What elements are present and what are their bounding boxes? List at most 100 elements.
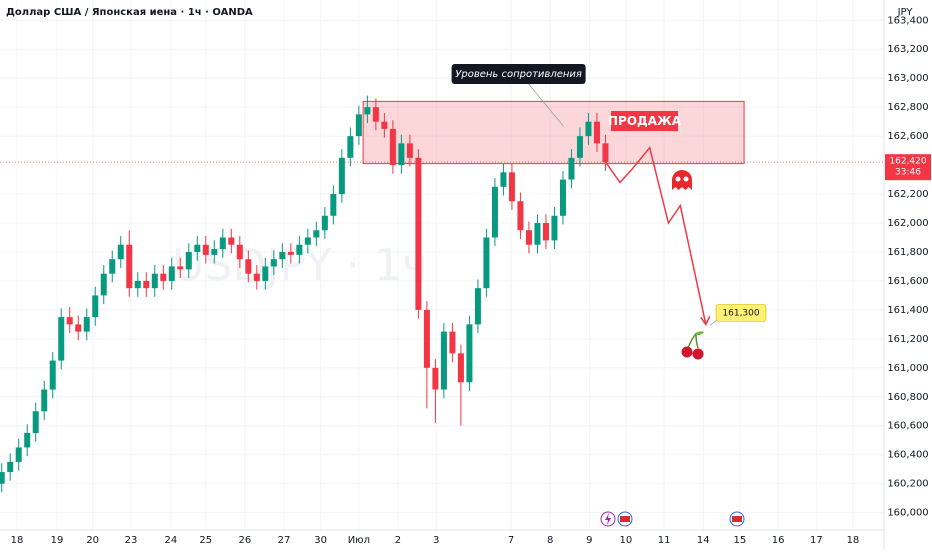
x-tick-label: 25: [199, 535, 212, 546]
candle-body: [440, 331, 447, 390]
signal-box: [611, 111, 678, 131]
candle-body: [41, 389, 48, 412]
candle-body: [0, 472, 5, 484]
candle-body: [568, 157, 575, 180]
candle-body: [134, 280, 141, 289]
y-tick-label: 161,800: [887, 247, 928, 258]
y-tick-label: 161,000: [887, 363, 928, 374]
y-tick-label: 160,400: [887, 450, 928, 461]
candle-body: [279, 251, 286, 260]
candle-body: [457, 353, 464, 383]
last-price-box: [885, 154, 931, 181]
candle-body: [602, 143, 609, 163]
candle-body: [75, 324, 82, 332]
candle-body: [168, 266, 175, 281]
candle-body: [432, 367, 439, 390]
candle-body: [177, 266, 184, 270]
x-tick-label: 16: [772, 535, 785, 546]
candle-body: [49, 360, 56, 390]
zone-label: Уровень сопротивления: [455, 69, 582, 80]
candle-body: [100, 273, 107, 296]
x-tick-label: 30: [314, 535, 327, 546]
y-tick-label: 161,400: [887, 305, 928, 316]
candle-body: [406, 143, 413, 158]
projection-path: [604, 146, 707, 325]
x-tick-label: 24: [165, 535, 178, 546]
candle-body: [330, 194, 337, 216]
y-tick-label: 163,200: [887, 44, 928, 55]
candle-body: [66, 317, 73, 325]
candle-body: [296, 244, 303, 255]
candle-body: [304, 237, 311, 245]
candle-body: [313, 230, 320, 238]
y-tick-label: 162,600: [887, 131, 928, 142]
x-tick-label: 3: [433, 535, 439, 546]
candle-body: [517, 201, 524, 231]
candle-body: [287, 251, 294, 255]
candle-body: [253, 273, 260, 281]
y-tick-label: 161,200: [887, 334, 928, 345]
candle-body: [245, 259, 252, 274]
candle-body: [160, 273, 167, 281]
cherry-icon: [681, 331, 704, 360]
candle-body: [143, 280, 150, 289]
candle-body: [228, 237, 235, 245]
candle-body: [32, 411, 39, 433]
y-tick-label: 162,000: [887, 218, 928, 229]
target-label: 161,300: [722, 308, 759, 318]
candle-body: [364, 107, 371, 115]
y-tick-label: 160,800: [887, 392, 928, 403]
callout-line: [528, 83, 564, 127]
candle-body: [551, 215, 558, 241]
candle-body: [483, 237, 490, 289]
y-tick-label: 163,400: [887, 15, 928, 26]
candle-body: [194, 244, 201, 252]
candle-body: [211, 249, 218, 255]
y-tick-label: 162,200: [887, 189, 928, 200]
x-tick-label: 17: [810, 535, 823, 546]
x-tick-label: 27: [278, 535, 291, 546]
candle-body: [109, 259, 116, 274]
candle-body: [508, 172, 515, 202]
candle-body: [423, 309, 430, 368]
candle-body: [338, 157, 345, 195]
candle-body: [491, 186, 498, 238]
x-tick-label: 9: [586, 535, 592, 546]
candle-body: [559, 179, 566, 216]
x-tick-label: 11: [658, 535, 671, 546]
candle-body: [126, 244, 133, 289]
candle-body: [117, 244, 124, 260]
y-tick-label: 160,200: [887, 479, 928, 490]
x-tick-label: 18: [847, 535, 860, 546]
y-tick-label: 161,600: [887, 276, 928, 287]
candle-body: [92, 295, 99, 318]
candle-body: [542, 223, 549, 241]
candle-body: [500, 172, 507, 187]
y-tick-label: 163,000: [887, 73, 928, 84]
candle-body: [389, 128, 396, 166]
x-tick-label: 20: [86, 535, 99, 546]
x-tick-label: 7: [508, 535, 514, 546]
candle-body: [576, 136, 583, 158]
x-tick-label: 10: [620, 535, 633, 546]
x-tick-label: 19: [51, 535, 64, 546]
candle-body: [372, 107, 379, 122]
x-tick-label: 14: [697, 535, 710, 546]
y-tick-label: 162,800: [887, 102, 928, 113]
candle-body: [83, 317, 90, 332]
candle-body: [236, 244, 243, 260]
candle-body: [347, 136, 354, 158]
candle-body: [24, 432, 31, 448]
candle-body: [474, 288, 481, 325]
candle-body: [185, 251, 192, 270]
candle-body: [585, 121, 592, 137]
resistance-zone: [362, 100, 745, 165]
x-tick-label: 23: [125, 535, 138, 546]
x-tick-label: 8: [547, 535, 553, 546]
countdown-label: 33:46: [895, 168, 921, 178]
x-tick-label: 15: [733, 535, 746, 546]
x-tick-label: Июл: [348, 535, 370, 546]
zone-label-box: [451, 64, 586, 84]
candle-body: [355, 114, 362, 137]
